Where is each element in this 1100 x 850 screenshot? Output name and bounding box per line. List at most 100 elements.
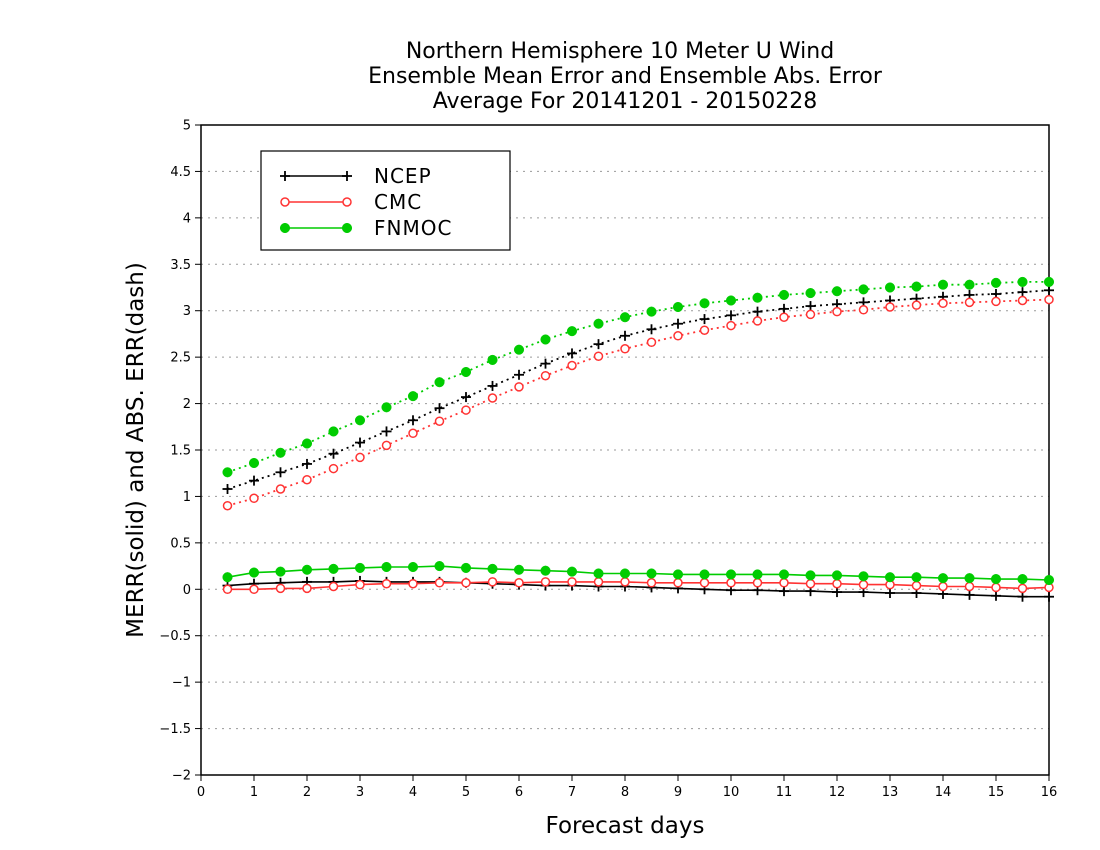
cmc-abs-err-point	[620, 344, 630, 354]
cmc-mean-err-point	[434, 578, 445, 588]
y-tick-label: 4	[183, 211, 191, 226]
cmc-abs-err-point	[858, 305, 869, 315]
cmc-mean-err-point	[222, 584, 233, 595]
ncep-mean-err-point	[1017, 591, 1028, 602]
y-tick-label: 5	[183, 119, 191, 134]
x-tick-label: 10	[723, 785, 740, 800]
fnmoc-abs-err-point	[487, 354, 498, 365]
legend-box	[260, 150, 511, 251]
ncep-abs-err-point	[302, 458, 312, 469]
y-axis-label: MERR(solid) and ABS. ERR(dash)	[123, 262, 149, 638]
fnmoc-mean-err-point	[460, 562, 472, 573]
cmc-mean-err-point	[567, 577, 577, 587]
fnmoc-mean-err-point	[699, 569, 710, 580]
chart-title-line-2: Ensemble Mean Error and Ensemble Abs. Er…	[368, 64, 883, 89]
chart-title-line-1: Northern Hemisphere 10 Meter U Wind	[406, 39, 834, 64]
legend-label-fnmoc: FNMOC	[374, 216, 452, 240]
fnmoc-mean-err-point	[911, 572, 922, 583]
fnmoc-abs-err-point	[434, 377, 445, 388]
fnmoc-mean-err-point	[301, 564, 313, 575]
cmc-mean-err-point	[620, 577, 630, 587]
fnmoc-mean-err-point	[619, 568, 631, 579]
cmc-mean-err-point	[911, 580, 922, 591]
cmc-mean-err-point	[805, 578, 816, 589]
cmc-abs-err-point	[779, 312, 789, 322]
cmc-abs-err-point	[540, 370, 551, 381]
legend-marker-cmc	[342, 197, 352, 207]
cmc-abs-err-point	[408, 428, 418, 439]
fnmoc-abs-err-point	[725, 295, 737, 306]
fnmoc-mean-err-point	[831, 570, 843, 581]
fnmoc-abs-err-point	[646, 306, 657, 317]
cmc-abs-err-point	[461, 405, 471, 415]
cmc-mean-err-point	[646, 578, 657, 588]
y-ticks: 5 4.5 4 3.5 3 2.5 2 1.5 1 0.5 0 −0.5 −1 −1.5 −2	[159, 119, 201, 784]
cmc-abs-err-point	[249, 493, 259, 504]
cmc-mean-err-point	[461, 578, 471, 588]
fnmoc-abs-err-point	[328, 426, 339, 437]
ncep-mean-err-point	[779, 586, 789, 597]
cmc-abs-err-point	[275, 484, 286, 494]
fnmoc-abs-err-point	[858, 284, 869, 295]
fnmoc-mean-err-point	[434, 561, 445, 572]
ncep-abs-err-point	[249, 475, 259, 486]
x-ticks: 0 1 2 3 4 5 6 7 8 9 10 11 12 13 14 15 16	[197, 775, 1057, 800]
cmc-abs-err-line	[227, 298, 1050, 507]
cmc-abs-err-point	[646, 337, 657, 348]
cmc-abs-err-point	[222, 500, 233, 511]
x-tick-label: 9	[674, 785, 682, 800]
cmc-abs-err-point	[567, 360, 577, 371]
fnmoc-mean-err-point	[752, 569, 763, 580]
x-tick-label: 2	[303, 785, 311, 800]
y-tick-label: 1	[183, 490, 191, 505]
cmc-mean-err-point	[858, 579, 869, 590]
cmc-abs-err-point	[381, 440, 392, 451]
series	[222, 276, 1055, 602]
fnmoc-mean-err-point	[593, 568, 604, 579]
fnmoc-mean-err-point	[964, 573, 975, 584]
cmc-abs-err-point	[514, 382, 524, 392]
y-tick-label: 2	[183, 397, 191, 412]
fnmoc-abs-err-point	[699, 298, 710, 309]
ncep-mean-err-point	[1044, 591, 1054, 602]
chart-title: Northern Hemisphere 10 Meter U Wind Ense…	[368, 39, 883, 114]
x-tick-label: 7	[568, 785, 576, 800]
fnmoc-abs-err-point	[672, 301, 684, 313]
fnmoc-mean-err-point	[725, 569, 737, 580]
y-tick-label: 4.5	[170, 165, 191, 180]
cmc-mean-err-point	[275, 583, 286, 594]
cmc-mean-err-point	[752, 578, 763, 588]
ncep-abs-err-point	[805, 301, 816, 312]
ncep-abs-err-point	[408, 415, 418, 426]
ncep-abs-err-point	[1017, 287, 1028, 298]
cmc-mean-err-line	[227, 581, 1050, 591]
cmc-abs-err-point	[805, 309, 816, 320]
legend-marker-ncep	[280, 171, 290, 181]
legend-marker-cmc	[280, 197, 290, 207]
fnmoc-mean-err-line	[227, 565, 1050, 581]
fnmoc-mean-err-point	[566, 566, 578, 577]
ncep-abs-err-point	[434, 403, 445, 414]
ncep-mean-err-point	[964, 589, 975, 600]
y-tick-label: −1.5	[159, 722, 191, 737]
cmc-mean-err-point	[726, 578, 736, 588]
x-axis-label: Forecast days	[546, 813, 705, 839]
cmc-abs-err-point	[328, 463, 339, 474]
fnmoc-abs-err-point	[911, 281, 922, 292]
fnmoc-abs-err-point	[248, 457, 260, 469]
fnmoc-abs-err-point	[1017, 276, 1028, 287]
fnmoc-abs-err-point	[778, 289, 790, 300]
cmc-mean-err-point	[408, 578, 418, 589]
fnmoc-mean-err-point	[328, 563, 339, 574]
fnmoc-abs-err-point	[301, 438, 313, 449]
fnmoc-abs-err-point	[1043, 276, 1055, 287]
chart-title-line-3: Average For 20141201 - 20150228	[433, 89, 818, 114]
cmc-abs-err-point	[832, 306, 842, 317]
fnmoc-abs-err-point	[752, 292, 763, 303]
ncep-abs-err-point	[381, 426, 392, 437]
ncep-abs-err-point	[593, 339, 604, 350]
fnmoc-abs-err-point	[222, 467, 233, 478]
fnmoc-mean-err-point	[672, 569, 684, 580]
y-tick-label: 0	[183, 583, 191, 598]
